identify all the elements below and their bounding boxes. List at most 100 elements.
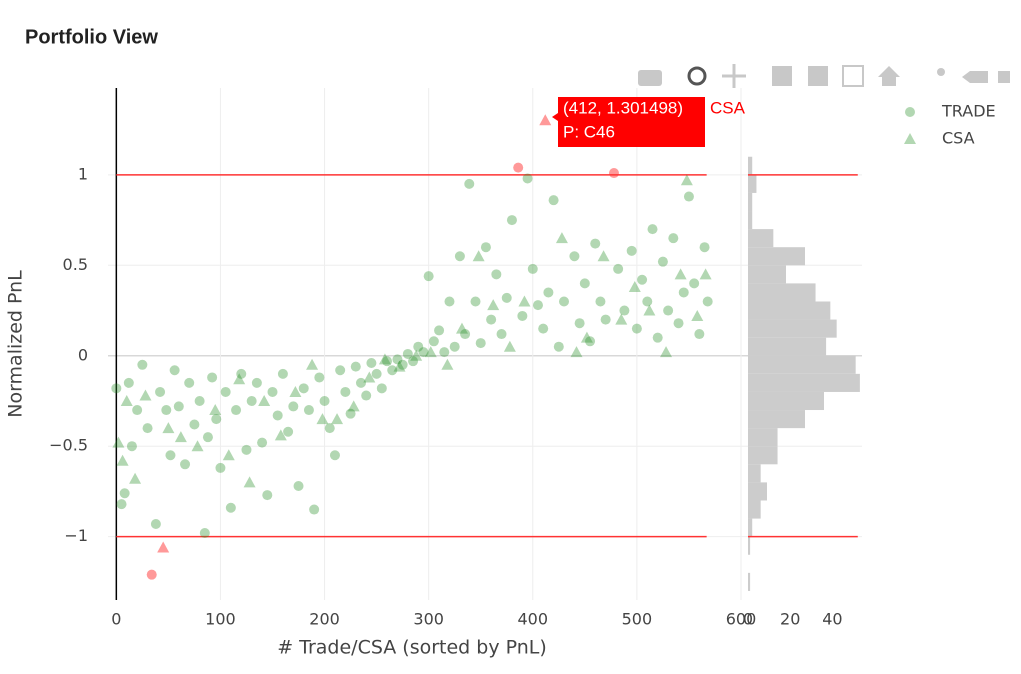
circle-marker	[699, 242, 710, 253]
circle-marker	[475, 338, 486, 349]
circle-marker	[184, 377, 195, 388]
triangle-marker	[157, 541, 170, 553]
circle-marker	[132, 405, 143, 416]
triangle-marker	[174, 431, 187, 443]
triangle-marker	[393, 360, 406, 372]
circle-marker	[449, 341, 460, 352]
histogram-bar	[748, 156, 753, 175]
circle-marker	[480, 242, 491, 253]
circle-marker	[173, 401, 184, 412]
circle-marker	[553, 341, 564, 352]
y-axis-title: Normalized PnL	[5, 270, 27, 418]
hist-x-tick-label: 0	[743, 610, 753, 629]
circle-marker	[366, 357, 377, 368]
triangle-marker	[410, 349, 423, 361]
triangle-marker	[274, 429, 287, 441]
circle-marker	[119, 488, 130, 499]
circle-marker	[600, 314, 611, 325]
circle-marker	[506, 215, 517, 226]
triangle-marker	[904, 133, 916, 144]
circle-marker	[460, 329, 471, 340]
circle-marker	[161, 405, 172, 416]
histogram-bar	[748, 482, 767, 501]
circle-marker	[241, 444, 252, 455]
histogram-bar	[748, 301, 831, 320]
hist-x-tick-label: 20	[780, 610, 800, 629]
circle-marker	[613, 263, 624, 274]
y-tick-label: 0	[78, 345, 88, 364]
triangle-marker	[487, 299, 500, 311]
circle-marker	[689, 278, 700, 289]
triangle-marker	[191, 440, 204, 452]
circle-marker	[444, 296, 455, 307]
circle-marker	[513, 162, 524, 173]
circle-marker	[647, 224, 658, 235]
pan-icon[interactable]	[722, 64, 746, 88]
histogram-bar	[748, 446, 778, 465]
circle-marker	[382, 356, 393, 367]
zoom-icon[interactable]	[687, 66, 707, 86]
histogram-bar	[748, 247, 805, 266]
circle-marker	[439, 347, 450, 358]
circle-marker	[314, 372, 325, 383]
hist-x-tick-label: 40	[822, 610, 842, 629]
x-tick-label: 400	[518, 610, 549, 629]
circle-marker	[501, 292, 512, 303]
circle-marker	[702, 296, 713, 307]
camera-icon[interactable]	[638, 70, 662, 86]
zoom-out-icon[interactable]	[808, 66, 828, 86]
circle-marker	[220, 386, 231, 397]
circle-marker	[361, 390, 372, 401]
circle-marker	[486, 314, 497, 325]
circle-marker	[673, 318, 684, 329]
circle-marker	[329, 450, 340, 461]
histogram-bar	[748, 391, 824, 411]
histogram-bar	[748, 355, 856, 374]
circle-marker	[418, 347, 429, 358]
circle-marker	[434, 325, 445, 336]
circle-marker	[207, 372, 218, 383]
circle-marker	[199, 528, 210, 539]
zoom-in-icon[interactable]	[772, 66, 792, 86]
triangle-marker	[129, 472, 142, 484]
circle-marker	[642, 296, 653, 307]
circle-marker	[608, 168, 619, 179]
triangle-marker	[597, 250, 610, 262]
circle-marker	[574, 318, 585, 329]
circle-marker	[142, 423, 153, 434]
triangle-marker	[615, 313, 628, 325]
circle-marker	[657, 256, 668, 267]
autoscale-icon[interactable]	[842, 65, 864, 87]
circle-marker	[155, 386, 166, 397]
histogram-bar	[748, 283, 816, 302]
triangle-marker	[691, 309, 704, 321]
compare-icon[interactable]	[998, 71, 1010, 83]
hover-icon[interactable]	[962, 71, 988, 83]
circle-marker	[267, 386, 278, 397]
triangle-marker	[424, 346, 437, 358]
reset-icon[interactable]	[878, 66, 900, 86]
circle-marker	[626, 245, 637, 256]
triangle-marker	[518, 295, 531, 307]
circle-marker	[392, 354, 403, 365]
circle-marker	[619, 305, 630, 316]
circle-marker	[543, 287, 554, 298]
histogram-bar	[748, 518, 753, 537]
circle-marker	[663, 305, 674, 316]
circle-marker	[454, 251, 465, 262]
circle-marker	[319, 395, 330, 406]
triangle-marker	[699, 268, 712, 280]
circle-marker	[123, 377, 134, 388]
spike-icon[interactable]	[937, 68, 945, 76]
x-tick-label: 500	[622, 610, 653, 629]
circle-marker	[293, 481, 304, 492]
circle-marker	[905, 107, 915, 117]
histogram-bar	[748, 536, 751, 555]
triangle-marker	[116, 454, 129, 466]
triangle-marker	[441, 358, 454, 370]
histogram-bar	[748, 192, 753, 212]
histogram-bar	[748, 428, 778, 447]
circle-marker	[517, 310, 528, 321]
circle-marker	[116, 499, 127, 510]
